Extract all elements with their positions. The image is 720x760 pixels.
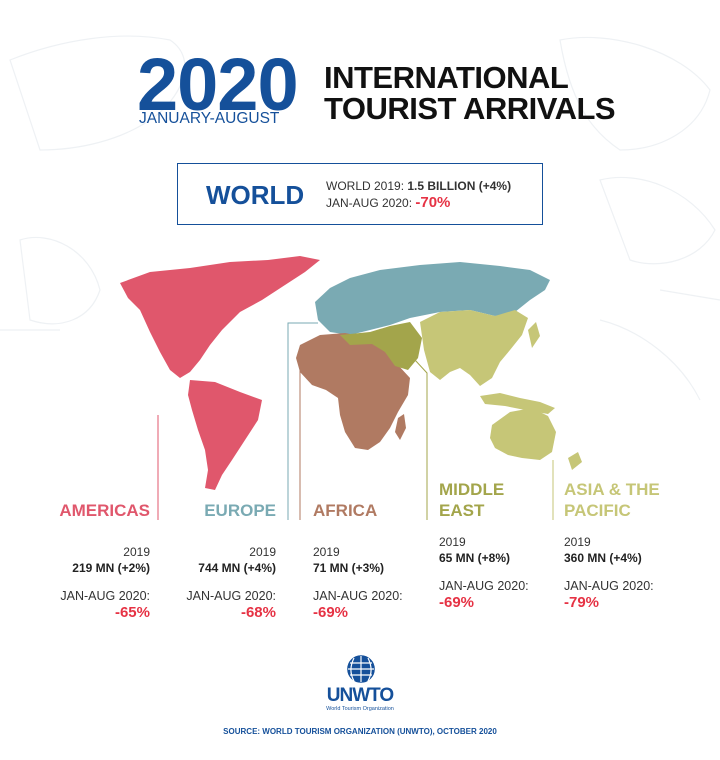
region-jan-label: JAN-AUG 2020: [60, 589, 150, 603]
unwto-globe-icon [347, 655, 375, 683]
region-name: EUROPE [204, 501, 276, 520]
region-year: 2019 [564, 535, 591, 549]
region-name: ASIA & THE PACIFIC [564, 480, 660, 520]
middle-east-connector [414, 359, 428, 520]
region-value: 744 MN (+4%) [198, 561, 276, 575]
title-line-2: TOURIST ARRIVALS [324, 91, 616, 126]
region-jan-label: JAN-AUG 2020: [313, 589, 403, 603]
region-indonesia [480, 393, 555, 414]
region-name: MIDDLE EAST [439, 480, 505, 520]
region-value: 219 MN (+2%) [72, 561, 150, 575]
world-label: WORLD [206, 180, 305, 210]
world-2020-prefix: JAN-AUG 2020: [326, 196, 416, 210]
region-value: 360 MN (+4%) [564, 551, 642, 565]
region-year: 2019 [123, 545, 150, 559]
world-summary-box: WORLD WORLD 2019: 1.5 BILLION (+4%) JAN-… [177, 163, 543, 225]
region-pct: -69% [439, 594, 475, 611]
region-name: AFRICA [313, 501, 378, 520]
region-new-zealand [568, 452, 582, 470]
region-jan-label: JAN-AUG 2020: [186, 589, 276, 603]
region-middle-east [340, 322, 422, 370]
region-madagascar [395, 414, 406, 440]
region-asia-pacific-stats: ASIA & THE PACIFIC 2019 360 MN (+4%) JAN-… [564, 479, 704, 612]
region-japan [528, 322, 540, 348]
region-africa [296, 333, 410, 450]
year-heading: 2020 [137, 43, 299, 126]
title-line-1: INTERNATIONAL [324, 60, 569, 95]
region-value: 71 MN (+3%) [313, 561, 385, 575]
region-americas-south [188, 380, 262, 490]
region-value: 65 MN (+8%) [439, 551, 511, 565]
region-year: 2019 [439, 535, 466, 549]
region-middle-east-stats: MIDDLE EAST 2019 65 MN (+8%) JAN-AUG 2020… [439, 479, 559, 612]
europe-connector [287, 322, 318, 520]
region-australia [490, 408, 556, 460]
region-pct: -65% [114, 604, 150, 621]
world-2019-line: WORLD 2019: 1.5 BILLION (+4%) [326, 179, 511, 193]
region-europe [315, 262, 550, 335]
period-label: JANUARY-AUGUST [139, 110, 280, 127]
region-americas: AMERICAS 2019 219 MN (+2%) JAN-AUG 2020:… [0, 500, 150, 622]
region-europe-stats: EUROPE 2019 744 MN (+4%) JAN-AUG 2020: -… [126, 500, 276, 622]
region-asia-pacific [420, 310, 528, 386]
region-pct: -69% [313, 604, 349, 621]
region-pct: -79% [564, 594, 600, 611]
region-jan-label: JAN-AUG 2020: [439, 579, 529, 593]
unwto-logo-text: UNWTO [326, 685, 394, 706]
region-jan-label: JAN-AUG 2020: [564, 579, 654, 593]
world-2019-prefix: WORLD 2019: [326, 179, 408, 193]
region-year: 2019 [313, 545, 340, 559]
region-americas-north [120, 256, 320, 378]
world-2020-value: -70% [415, 194, 451, 211]
page-title: INTERNATIONAL TOURIST ARRIVALS [324, 60, 616, 126]
unwto-logo-subtitle: World Tourism Organization [326, 706, 394, 712]
region-pct: -68% [240, 604, 276, 621]
region-africa-stats: AFRICA 2019 71 MN (+3%) JAN-AUG 2020: -6… [313, 500, 443, 622]
world-2020-line: JAN-AUG 2020: -70% [326, 194, 450, 211]
region-year: 2019 [249, 545, 276, 559]
region-name: AMERICAS [59, 501, 150, 520]
source-note: SOURCE: WORLD TOURISM ORGANIZATION (UNWT… [223, 727, 497, 736]
world-2019-value: 1.5 BILLION (+4%) [407, 179, 512, 193]
